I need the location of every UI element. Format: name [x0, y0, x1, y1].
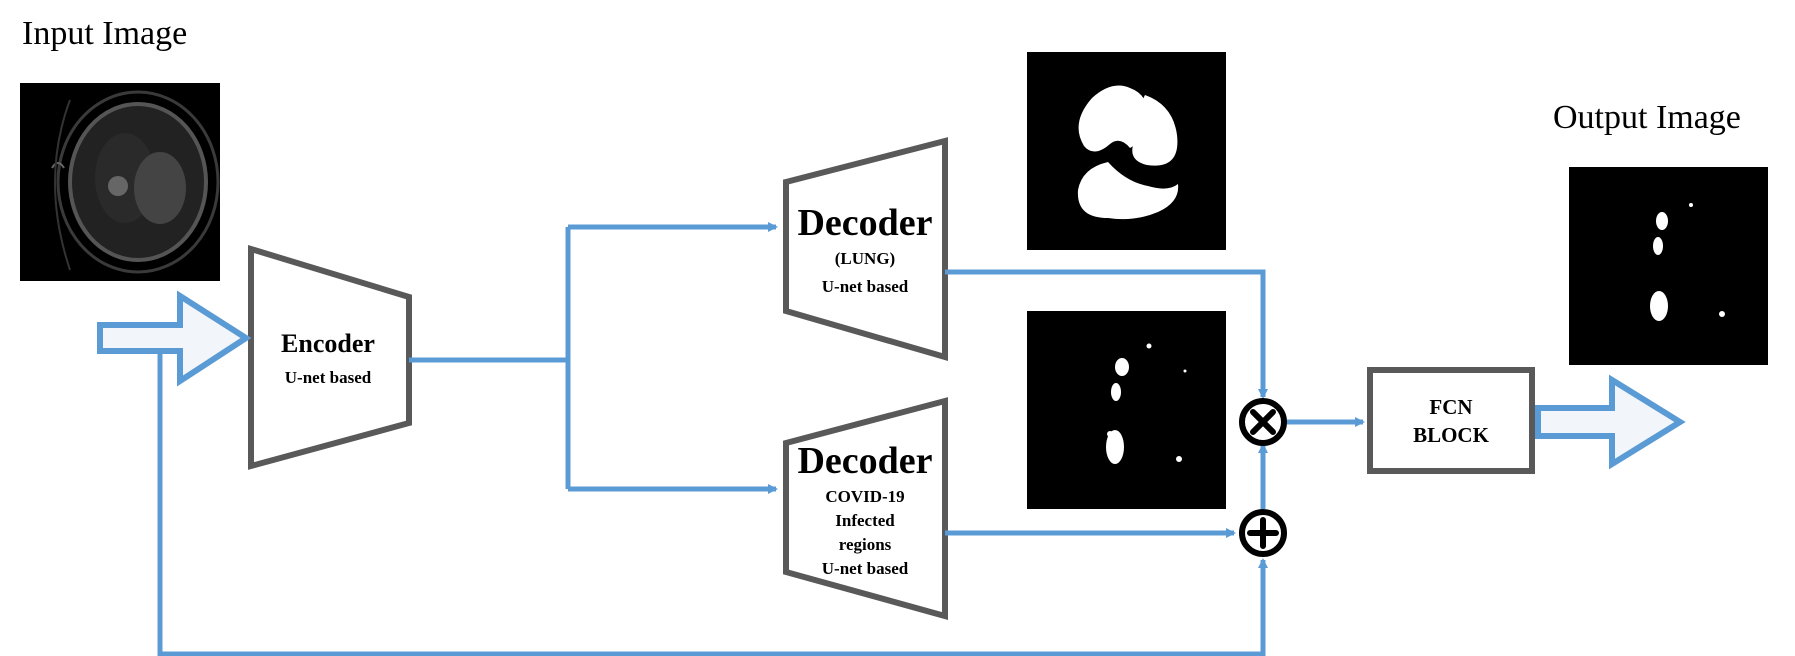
- multiply-operator: [1239, 398, 1287, 446]
- decoder-lung-line-2: U-net based: [822, 277, 909, 296]
- connectors: [157, 222, 1365, 656]
- covid-mask-image: [1027, 311, 1226, 509]
- fcn-line-2: BLOCK: [1413, 423, 1490, 447]
- fcn-block: FCN BLOCK: [1367, 367, 1535, 474]
- encoder-block: Encoder U-net based: [248, 244, 412, 470]
- fcn-line-1: FCN: [1429, 395, 1472, 419]
- input-flow-arrow: [97, 290, 252, 387]
- input-image-title: Input Image: [22, 15, 187, 52]
- decoder-covid-line-2: Infected: [835, 511, 895, 530]
- add-icon: [1247, 517, 1279, 549]
- add-operator: [1239, 509, 1287, 557]
- decoder-lung-line-1: (LUNG): [835, 249, 895, 268]
- encoder-title: Encoder: [281, 329, 375, 358]
- input-ct-image: [20, 83, 220, 281]
- encoder-subtitle: U-net based: [285, 368, 372, 387]
- decoder-covid-block: Decoder COVID-19 Infected regions U-net …: [783, 397, 948, 620]
- decoder-covid-line-1: COVID-19: [825, 487, 904, 506]
- decoder-lung-block: Decoder (LUNG) U-net based: [783, 137, 948, 361]
- decoder-lung-to-multiply-arrow: [945, 269, 1268, 399]
- multiply-icon: [1250, 409, 1276, 435]
- decoder-covid-title: Decoder: [797, 440, 932, 482]
- output-image-title: Output Image: [1553, 99, 1741, 136]
- lung-mask-image: [1027, 52, 1226, 250]
- output-flow-arrow: [1535, 374, 1686, 470]
- output-image: [1569, 167, 1768, 365]
- skip-connection-arrow: [157, 349, 1268, 656]
- decoder-lung-title: Decoder: [797, 202, 932, 244]
- decoder-covid-line-3: regions: [839, 535, 892, 554]
- decoder-covid-line-4: U-net based: [822, 559, 909, 578]
